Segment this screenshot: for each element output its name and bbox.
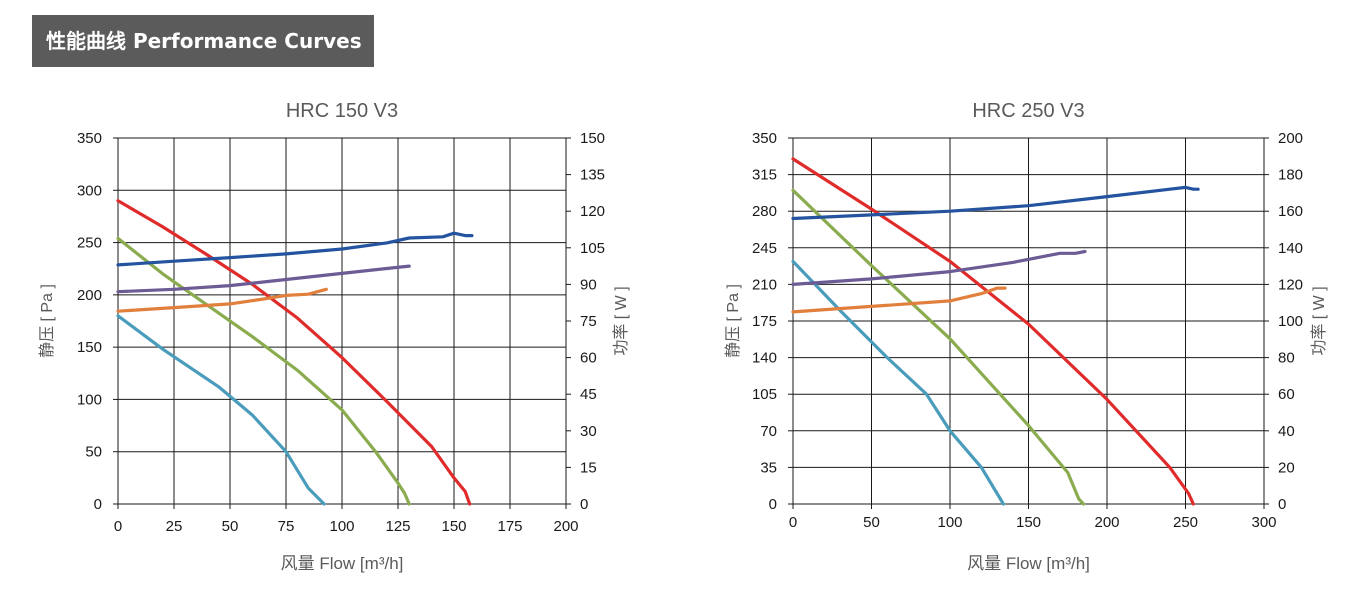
y2-tick-label: 90: [580, 276, 597, 293]
y2-tick-label: 0: [1278, 496, 1286, 513]
x-tick-label: 50: [863, 514, 880, 531]
x-tick-label: 25: [166, 518, 183, 535]
y-tick-label: 150: [77, 339, 102, 356]
y-tick-label: 280: [752, 203, 777, 220]
series-line-pressure-0: [791, 157, 1195, 506]
y2-tick-label: 160: [1278, 203, 1303, 220]
y-tick-label: 70: [760, 423, 777, 440]
x-tick-label: 250: [1173, 514, 1198, 531]
y2-tick-label: 45: [580, 386, 597, 403]
x-tick-label: 200: [1094, 514, 1119, 531]
series-line-power-5: [116, 287, 328, 313]
y-tick-label: 350: [77, 130, 102, 147]
y2-tick-label: 135: [580, 167, 605, 184]
plot-area-frame: [792, 137, 1265, 505]
x-tick-label: 150: [1016, 514, 1041, 531]
series-line-power-4: [791, 249, 1087, 286]
y-tick-label: 105: [752, 386, 777, 403]
x-tick-label: 50: [222, 518, 239, 535]
x-tick-label: 100: [937, 514, 962, 531]
y2-tick-label: 140: [1278, 240, 1303, 257]
y2-tick-label: 100: [1278, 313, 1303, 330]
x-axis-label: 风量 Flow [m³/h]: [281, 554, 404, 573]
y-axis-label: 静压 [ Pa ]: [724, 284, 742, 358]
y-tick-label: 50: [85, 444, 102, 461]
y2-tick-label: 60: [1278, 386, 1295, 403]
y-tick-label: 0: [769, 496, 777, 513]
plot-area-frame: [117, 137, 567, 505]
y2-tick-label: 105: [580, 240, 605, 257]
x-tick-label: 175: [497, 518, 522, 535]
y2-tick-label: 150: [580, 130, 605, 147]
y2-tick-label: 15: [580, 459, 597, 476]
y-tick-label: 0: [94, 496, 102, 513]
y2-tick-label: 20: [1278, 459, 1295, 476]
y2-tick-label: 40: [1278, 423, 1295, 440]
x-tick-label: 100: [329, 518, 354, 535]
y-tick-label: 350: [752, 130, 777, 147]
y2-axis-label: 功率 [ W ]: [612, 286, 630, 355]
y2-tick-label: 80: [1278, 350, 1295, 367]
y-tick-label: 175: [752, 313, 777, 330]
y2-tick-label: 30: [580, 423, 597, 440]
section-header: 性能曲线 Performance Curves: [32, 15, 374, 67]
x-tick-label: 0: [789, 514, 797, 531]
y2-tick-label: 60: [580, 350, 597, 367]
x-tick-label: 125: [385, 518, 410, 535]
series-line-power-4: [116, 264, 411, 294]
y2-tick-label: 200: [1278, 130, 1303, 147]
y2-tick-label: 75: [580, 313, 597, 330]
y-tick-label: 210: [752, 276, 777, 293]
series-line-power-3: [116, 231, 474, 267]
y-tick-label: 200: [77, 287, 102, 304]
chart-title: HRC 250 V3: [972, 100, 1084, 122]
y-tick-label: 140: [752, 350, 777, 367]
series-line-pressure-1: [791, 188, 1086, 506]
y-tick-label: 100: [77, 391, 102, 408]
y-tick-label: 315: [752, 167, 777, 184]
series-line-pressure-2: [791, 259, 1006, 506]
y-tick-label: 35: [760, 459, 777, 476]
x-tick-label: 300: [1251, 514, 1276, 531]
y-tick-label: 245: [752, 240, 777, 257]
y-tick-label: 300: [77, 182, 102, 199]
y-tick-label: 250: [77, 235, 102, 252]
y2-tick-label: 120: [580, 203, 605, 220]
series-line-pressure-0: [116, 199, 472, 506]
series-line-power-3: [791, 185, 1200, 221]
y2-tick-label: 180: [1278, 167, 1303, 184]
x-tick-label: 200: [553, 518, 578, 535]
y2-tick-label: 120: [1278, 276, 1303, 293]
series-line-pressure-2: [116, 314, 326, 506]
x-axis-label: 风量 Flow [m³/h]: [967, 554, 1090, 573]
x-tick-label: 150: [441, 518, 466, 535]
chart-title: HRC 150 V3: [286, 100, 398, 122]
x-tick-label: 75: [278, 518, 295, 535]
x-tick-label: 0: [114, 518, 122, 535]
series-line-power-5: [791, 286, 1007, 314]
y2-tick-label: 0: [580, 496, 588, 513]
y2-axis-label: 功率 [ W ]: [1310, 286, 1328, 355]
y-axis-label: 静压 [ Pa ]: [38, 284, 56, 358]
